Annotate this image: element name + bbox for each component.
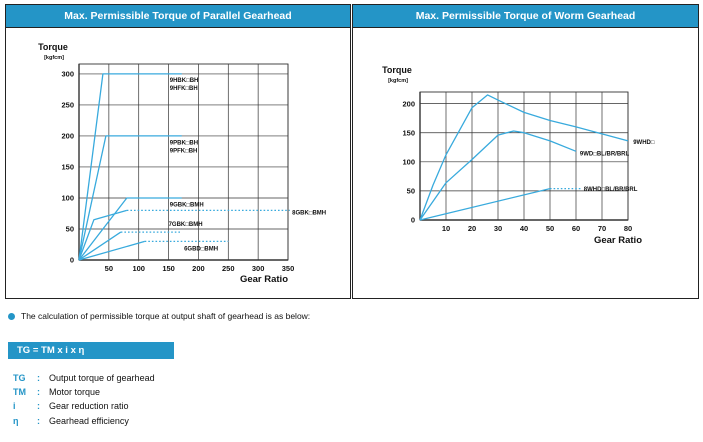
legend-sep: : (37, 387, 40, 398)
y-tick-label: 100 (402, 158, 415, 167)
y-tick-label: 300 (61, 70, 74, 79)
legend-term-i: i (13, 401, 16, 412)
legend-desc-eta: Gearhead efficiency (49, 415, 129, 426)
series-line-2 (419, 187, 551, 221)
legend-row-tg: TG : Output torque of gearhead (13, 371, 155, 385)
x-tick-label: 200 (192, 264, 205, 273)
y-tick-label: 200 (61, 132, 74, 141)
x-tick-label: 300 (252, 264, 265, 273)
series-label-3: 8GBK□BMH (292, 211, 326, 217)
panel-header-parallel: Max. Permissible Torque of Parallel Gear… (6, 5, 350, 28)
series-label-0: 9HBK□BH (170, 78, 199, 84)
x-tick-label: 50 (105, 264, 113, 273)
x-tick-label: 40 (520, 224, 528, 233)
plot-frame (78, 63, 289, 261)
series-label-0: 9HFK□BH (170, 86, 198, 92)
x-tick-label: 60 (572, 224, 580, 233)
y-axis-unit: [kgfcm] (388, 78, 408, 84)
y-tick-label: 150 (61, 163, 74, 172)
y-axis-title: Torque (382, 65, 412, 75)
legend-desc-tg: Output torque of gearhead (49, 373, 155, 384)
legend-row-tm: TM : Motor torque (13, 385, 155, 399)
legend-desc-tm: Motor torque (49, 387, 101, 398)
series-label-1: 9PBK□BH (170, 141, 198, 147)
series-line-0 (78, 73, 182, 261)
series-label-2: 9GBK□BMH (170, 203, 204, 209)
x-tick-label: 80 (624, 224, 632, 233)
x-tick-label: 70 (598, 224, 606, 233)
panel-title-worm: Max. Permissible Torque of Worm Gearhead (415, 10, 636, 22)
series-line-0 (419, 94, 629, 221)
calculation-note: The calculation of permissible torque at… (8, 311, 310, 321)
y-tick-label: 50 (407, 187, 415, 196)
panel-parallel-gearhead: Max. Permissible Torque of Parallel Gear… (5, 4, 351, 299)
x-tick-label: 50 (546, 224, 554, 233)
legend-desc-i: Gear reduction ratio (49, 401, 129, 412)
legend-term-tg: TG (13, 373, 26, 384)
legend-term-eta: η (13, 415, 19, 426)
panel-title-parallel: Max. Permissible Torque of Parallel Gear… (64, 10, 292, 22)
series-label-5: 6GBD□BMH (184, 247, 218, 253)
series-label-1: 9PFK□BH (170, 149, 198, 155)
legend-sep: : (37, 415, 40, 426)
legend-row-i: i : Gear reduction ratio (13, 399, 155, 413)
series-label-1: 9WD□BL/BR/BRL (580, 151, 630, 157)
parallel-gearhead-chart: 50 100 150 200 250 300 350 0 50 100 150 200 250 300 To… (38, 42, 326, 285)
x-tick-label: 350 (282, 264, 295, 273)
x-tick-label: 100 (132, 264, 145, 273)
y-axis-unit: [kgfcm] (44, 55, 64, 61)
worm-gearhead-chart: 10 20 30 40 50 60 70 80 0 50 100 150 200 Torque [kgfcm… (382, 65, 655, 246)
series-line-2 (78, 197, 182, 261)
x-tick-label: 10 (442, 224, 450, 233)
formula-text: TG = TM x i x η (17, 345, 85, 356)
x-axis-title: Gear Ratio (594, 235, 642, 246)
x-tick-label: 150 (162, 264, 175, 273)
x-axis-title: Gear Ratio (240, 274, 288, 285)
worm-gearhead-chart-area: 10 20 30 40 50 60 70 80 0 50 100 150 200 Torque [kgfcm… (366, 57, 698, 297)
series-label-4: 7GBK□BMH (169, 222, 203, 228)
legend-term-tm: TM (13, 387, 26, 398)
panel-worm-gearhead: Max. Permissible Torque of Worm Gearhead… (352, 4, 699, 299)
calculation-note-text: The calculation of permissible torque at… (21, 311, 311, 321)
y-tick-label: 250 (61, 101, 74, 110)
x-tick-label: 30 (494, 224, 502, 233)
y-tick-label: 0 (70, 256, 74, 265)
x-tick-label: 20 (468, 224, 476, 233)
series-line-1 (78, 135, 182, 261)
legend-sep: : (37, 373, 40, 384)
y-tick-label: 50 (66, 225, 74, 234)
y-tick-label: 150 (402, 128, 415, 137)
bullet-icon (8, 312, 15, 320)
y-tick-label: 0 (411, 216, 415, 225)
series-line-4 (78, 231, 122, 261)
parallel-gearhead-chart-area: 50 100 150 200 250 300 350 0 50 100 150 200 250 300 To… (17, 39, 347, 291)
legend-sep: : (37, 401, 40, 412)
y-axis-title: Torque (38, 42, 68, 52)
series-label-2: 8WHD□BL/BR/BRL (584, 187, 638, 193)
legend-row-eta: η : Gearhead efficiency (13, 414, 155, 428)
formula-legend: TG : Output torque of gearhead TM : Moto… (13, 371, 155, 428)
y-tick-label: 100 (61, 194, 74, 203)
series-line-1 (419, 130, 577, 221)
x-tick-label: 250 (222, 264, 235, 273)
panel-header-worm: Max. Permissible Torque of Worm Gearhead (353, 5, 698, 28)
series-line-5 (78, 240, 145, 261)
formula-box: TG = TM x i x η (8, 342, 174, 359)
series-line-3 (78, 209, 127, 261)
series-label-0: 9WHD□ (633, 140, 655, 146)
y-tick-label: 200 (402, 99, 415, 108)
